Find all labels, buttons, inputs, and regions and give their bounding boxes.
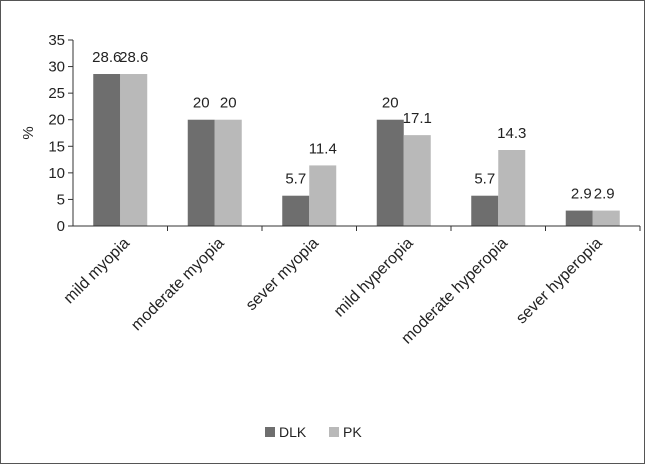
legend: DLK PK (265, 424, 362, 440)
data-label-pk-2: 20 (220, 95, 237, 112)
bars-layer (93, 74, 620, 226)
data-label-dlk-3: 5.7 (285, 171, 306, 188)
bar-dlk-4 (376, 119, 404, 226)
y-tick-label: 10 (48, 165, 65, 182)
bar-dlk-2 (187, 119, 215, 226)
bar-dlk-1 (93, 74, 121, 226)
y-tick-label: 15 (48, 138, 65, 155)
data-label-pk-5: 14.3 (497, 125, 526, 142)
bar-dlk-3 (282, 195, 310, 226)
x-category-label: moderate hyperopia (398, 235, 511, 348)
legend-swatch-dlk (265, 427, 275, 437)
y-tick-label: 35 (48, 32, 65, 49)
data-label-pk-4: 17.1 (403, 110, 432, 127)
y-axis-label: % (20, 126, 37, 139)
bar-dlk-6 (565, 210, 593, 226)
x-category-label: mild hyperopia (331, 235, 417, 321)
y-tick-label: 5 (57, 191, 65, 208)
data-label-dlk-2: 20 (193, 95, 210, 112)
bar-pk-1 (120, 74, 148, 226)
data-label-dlk-4: 20 (382, 95, 399, 112)
bar-pk-3 (309, 165, 337, 226)
x-category-label: moderate myopia (128, 235, 228, 335)
data-label-pk-3: 11.4 (309, 140, 337, 157)
x-category-label: sever hyperopia (513, 235, 606, 328)
data-label-dlk-6: 2.9 (571, 186, 592, 203)
bar-pk-4 (403, 135, 431, 226)
data-label-dlk-5: 5.7 (474, 171, 495, 188)
data-label-dlk-1: 28.6 (92, 49, 121, 66)
legend-swatch-pk (329, 427, 339, 437)
bar-dlk-5 (471, 195, 499, 226)
x-category-label: mild myopia (61, 235, 133, 307)
x-category-label: sever myopia (243, 235, 322, 314)
bar-pk-6 (592, 210, 620, 226)
y-tick-label: 0 (57, 218, 65, 235)
data-label-pk-6: 2.9 (594, 186, 615, 203)
bar-pk-5 (498, 150, 526, 226)
bar-pk-2 (214, 119, 242, 226)
y-tick-label: 20 (48, 112, 65, 129)
y-tick-label: 25 (48, 85, 65, 102)
legend-label-pk: PK (343, 424, 362, 440)
data-label-pk-1: 28.6 (119, 49, 148, 66)
y-tick-label: 30 (48, 59, 65, 76)
legend-label-dlk: DLK (279, 424, 307, 440)
